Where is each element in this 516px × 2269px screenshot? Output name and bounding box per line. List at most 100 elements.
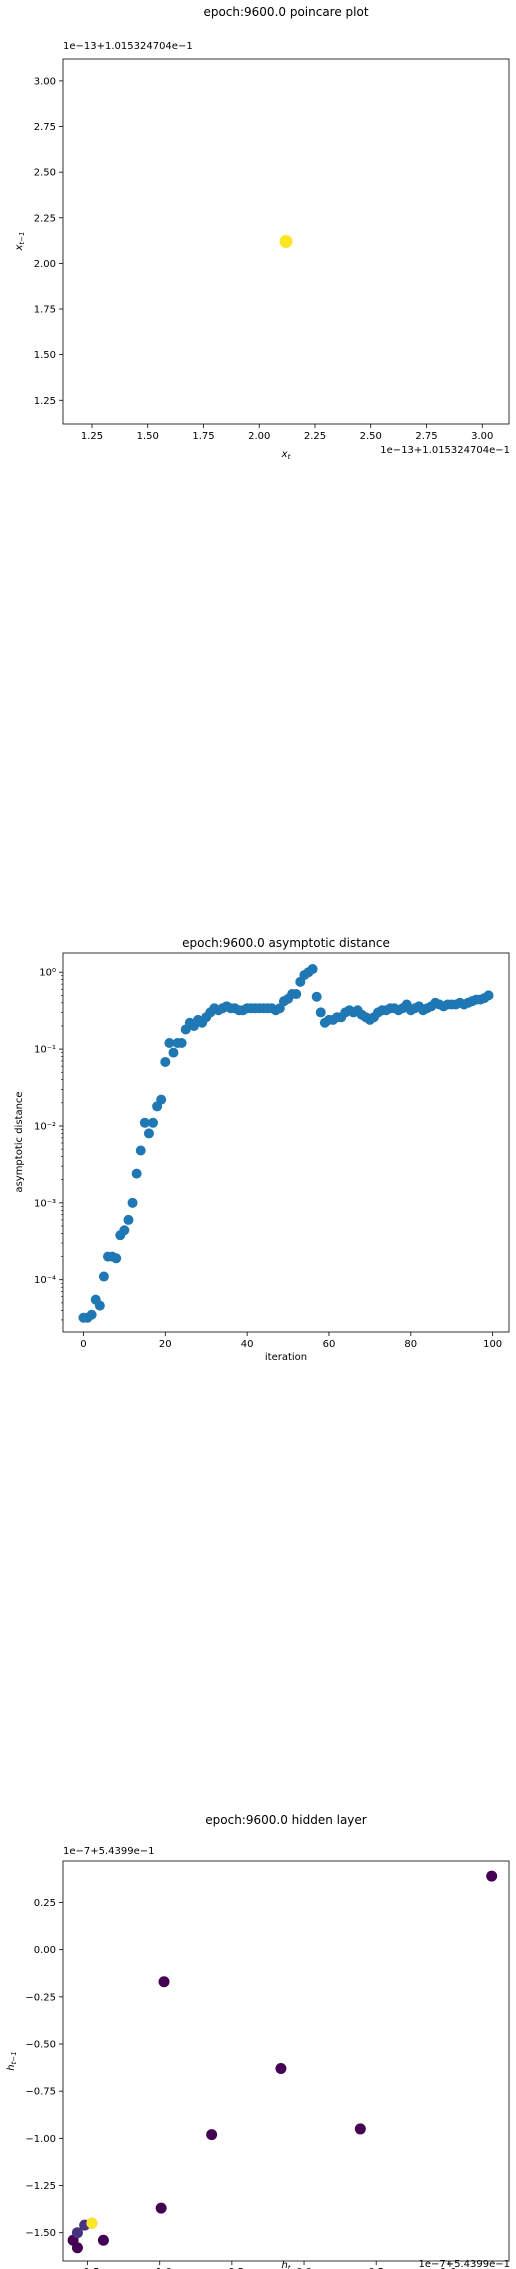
data-point — [123, 1214, 134, 1225]
x-tick-label: 100 — [483, 1339, 502, 1350]
y-tick-label: −1.50 — [25, 2228, 56, 2239]
y-tick-label: −0.25 — [25, 1992, 56, 2003]
asymptotic-y-label: asymptotic distance — [14, 1091, 25, 1192]
poincare-y-offset-text: 1e−13+1.015324704e−1 — [63, 41, 193, 52]
hidden-layer-chart: epoch:9600.0 hidden layer 1e−7+5.4399e−1… — [6, 1813, 510, 2269]
data-point — [315, 1007, 326, 1018]
data-point — [143, 1128, 154, 1139]
poincare-title: epoch:9600.0 poincare plot — [203, 5, 368, 19]
data-point — [164, 1038, 175, 1049]
data-point — [291, 989, 302, 1000]
data-point — [135, 1145, 146, 1156]
y-tick-label: 1.50 — [34, 350, 56, 361]
x-tick-label: 60 — [323, 1339, 336, 1350]
data-point — [279, 235, 293, 248]
x-tick-label: 2.50 — [360, 431, 382, 442]
poincare-chart: epoch:9600.0 poincare plot 1e−13+1.01532… — [14, 5, 510, 461]
hidden-layer-y-offset-text: 1e−7+5.4399e−1 — [63, 1846, 155, 1857]
x-tick-label: 3.00 — [471, 431, 493, 442]
hidden-layer-x-label: ht — [281, 2260, 290, 2269]
x-tick-label: 1.0 — [440, 2267, 456, 2269]
data-point — [127, 1197, 138, 1208]
data-point — [483, 990, 494, 1001]
poincare-y-label: xt−1 — [14, 232, 26, 252]
y-tick-label: 10⁻³ — [34, 1198, 56, 1209]
x-tick-label: 2.75 — [415, 431, 437, 442]
data-point — [119, 1225, 130, 1236]
data-point — [71, 2227, 83, 2239]
poincare-x-ticks: 1.25 1.50 1.75 2.00 2.25 2.50 2.75 3.00 — [81, 424, 493, 442]
x-tick-label: −1.0 — [148, 2267, 172, 2269]
data-point — [86, 2217, 98, 2229]
data-point — [156, 1094, 167, 1105]
asymptotic-y-ticks: 10⁻⁴ 10⁻³ 10⁻² 10⁻¹ 10⁰ — [34, 968, 63, 1321]
hidden-layer-x-offset-text: 1e−7+5.4399e−1 — [418, 2259, 510, 2269]
asymptotic-plot-area — [62, 952, 510, 1333]
data-point — [206, 2129, 218, 2141]
data-point — [97, 2234, 109, 2246]
x-tick-label: −1.5 — [75, 2267, 99, 2269]
x-tick-label: 40 — [241, 1339, 254, 1350]
y-tick-label: 1.25 — [34, 396, 56, 407]
data-point — [354, 2123, 366, 2135]
hidden-layer-plot-area — [62, 1860, 510, 2262]
data-point — [98, 1271, 109, 1282]
asymptotic-title: epoch:9600.0 asymptotic distance — [182, 936, 390, 950]
poincare-x-label: xt — [281, 449, 291, 461]
asymptotic-points — [78, 964, 494, 1323]
data-point — [311, 991, 322, 1002]
data-point — [111, 1253, 122, 1264]
data-point — [158, 1976, 170, 1988]
y-tick-label: 1.75 — [34, 305, 56, 316]
y-tick-label: −1.00 — [25, 2134, 56, 2145]
hidden-layer-y-ticks: −1.50 −1.25 −1.00 −0.75 −0.50 −0.25 0.00 0.25 — [25, 1898, 63, 2239]
y-tick-label: 10⁻² — [34, 1121, 56, 1132]
y-tick-label: 10⁻¹ — [34, 1045, 56, 1056]
data-point — [176, 1038, 187, 1049]
x-tick-label: 80 — [404, 1339, 417, 1350]
hidden-layer-title: epoch:9600.0 hidden layer — [205, 1813, 367, 1827]
data-point — [131, 1168, 142, 1179]
poincare-x-offset-text: 1e−13+1.015324704e−1 — [380, 445, 510, 456]
data-point — [86, 1309, 97, 1320]
hidden-layer-y-label: ht−1 — [6, 2051, 18, 2070]
y-tick-label: 10⁰ — [39, 968, 56, 979]
poincare-points — [279, 235, 293, 248]
x-tick-label: 0.5 — [368, 2267, 384, 2269]
data-point — [168, 1047, 179, 1058]
y-tick-label: 2.50 — [34, 168, 56, 179]
hidden-layer-x-ticks: −1.5 −1.0 −0.5 0.0 0.5 1.0 — [75, 2261, 456, 2269]
x-tick-label: −0.5 — [220, 2267, 244, 2269]
y-tick-label: 2.75 — [34, 122, 56, 133]
y-tick-label: −1.25 — [25, 2181, 56, 2192]
x-tick-label: 20 — [159, 1339, 172, 1350]
y-tick-label: −0.50 — [25, 2040, 56, 2051]
data-point — [160, 1056, 171, 1067]
x-tick-label: 1.25 — [81, 431, 103, 442]
x-tick-label: 0 — [80, 1339, 86, 1350]
poincare-plot-area — [62, 58, 510, 425]
data-point — [94, 1300, 105, 1311]
asymptotic-chart: epoch:9600.0 asymptotic distance 0 20 40 60… — [14, 936, 510, 1363]
y-tick-label: −0.75 — [25, 2087, 56, 2098]
hidden-layer-points — [67, 1870, 498, 2254]
data-point — [148, 1117, 159, 1128]
x-tick-label: 2.00 — [248, 431, 270, 442]
asymptotic-x-label: iteration — [265, 1352, 307, 1363]
data-point — [139, 1117, 150, 1128]
x-tick-label: 2.25 — [304, 431, 326, 442]
y-tick-label: 0.25 — [34, 1898, 56, 1909]
y-tick-label: 3.00 — [34, 76, 56, 87]
poincare-y-ticks: 1.25 1.50 1.75 2.00 2.25 2.50 2.75 3.00 — [34, 76, 63, 407]
x-tick-label: 0.0 — [296, 2267, 312, 2269]
y-tick-label: 10⁻⁴ — [34, 1275, 56, 1286]
data-point — [155, 2202, 167, 2214]
y-tick-label: 2.00 — [34, 259, 56, 270]
y-tick-label: 0.00 — [34, 1945, 56, 1956]
data-point — [307, 964, 318, 975]
y-tick-label: 2.25 — [34, 213, 56, 224]
asymptotic-x-ticks: 0 20 40 60 80 100 — [80, 1332, 502, 1350]
x-tick-label: 1.75 — [192, 431, 214, 442]
data-point — [71, 2242, 83, 2254]
